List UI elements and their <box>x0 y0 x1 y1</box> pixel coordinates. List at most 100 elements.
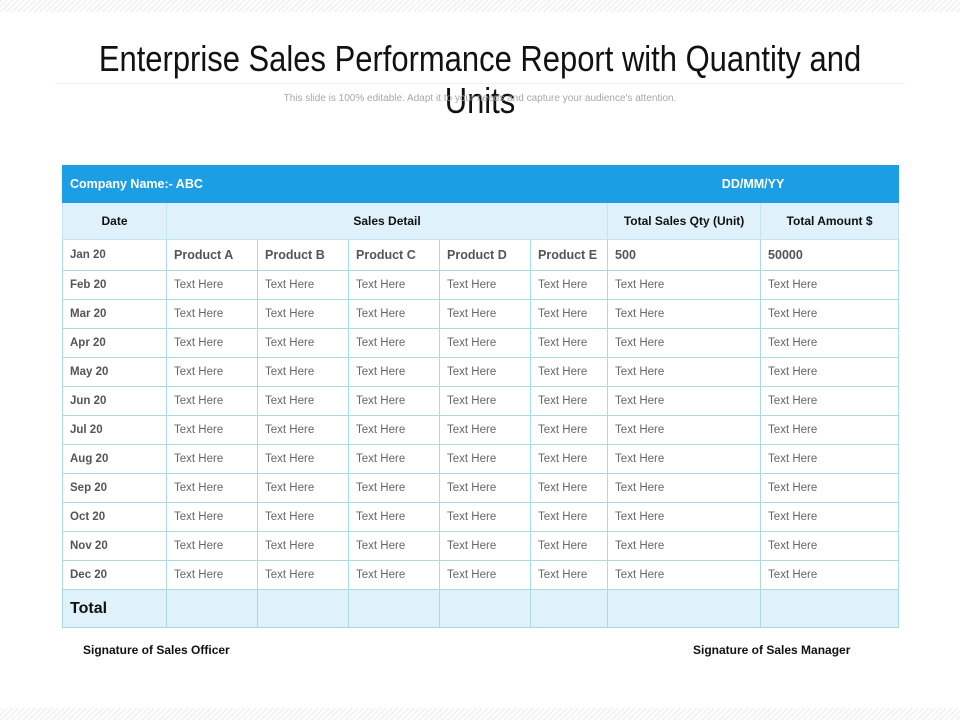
table-cell[interactable]: Text Here <box>166 415 258 445</box>
table-cell[interactable]: Text Here <box>529 560 609 590</box>
table-cell[interactable]: Text Here <box>760 473 900 503</box>
table-cell[interactable]: Text Here <box>348 502 440 532</box>
product-a-label: Product A <box>166 239 258 271</box>
table-cell[interactable]: Text Here <box>166 270 258 300</box>
table-cell[interactable]: Text Here <box>348 270 440 300</box>
table-cell[interactable]: Text Here <box>760 357 900 387</box>
table-cell[interactable]: Text Here <box>257 531 349 561</box>
decorative-stripe-top <box>0 0 960 12</box>
table-cell[interactable]: Text Here <box>760 328 900 358</box>
table-cell[interactable]: Text Here <box>607 299 762 329</box>
table-cell[interactable]: Text Here <box>348 560 440 590</box>
table-cell[interactable]: Text Here <box>607 270 762 300</box>
table-cell[interactable]: Text Here <box>529 415 609 445</box>
table-cell[interactable]: Text Here <box>529 444 609 474</box>
table-cell[interactable]: Text Here <box>529 473 609 503</box>
table-cell[interactable]: Text Here <box>166 299 258 329</box>
table-cell[interactable]: Text Here <box>529 531 609 561</box>
table-cell[interactable]: Text Here <box>439 357 531 387</box>
table-cell[interactable]: Text Here <box>166 328 258 358</box>
table-cell[interactable]: Text Here <box>607 531 762 561</box>
table-row: Jul 20 Text Here Text Here Text Here Text He… <box>62 415 900 445</box>
table-cell[interactable]: Text Here <box>257 328 349 358</box>
table-cell[interactable]: Text Here <box>166 502 258 532</box>
table-cell[interactable]: Text Here <box>760 415 900 445</box>
table-cell[interactable]: Text Here <box>439 415 531 445</box>
table-cell[interactable]: Text Here <box>257 560 349 590</box>
table-cell[interactable]: Text Here <box>348 415 440 445</box>
table-cell[interactable]: Text Here <box>257 502 349 532</box>
table-cell[interactable]: Text Here <box>348 473 440 503</box>
table-cell[interactable]: Text Here <box>257 357 349 387</box>
table-cell[interactable]: Text Here <box>607 328 762 358</box>
total-label: Total <box>62 589 167 628</box>
table-cell[interactable]: Text Here <box>439 560 531 590</box>
table-cell[interactable]: Text Here <box>166 386 258 416</box>
signature-sales-officer: Signature of Sales Officer <box>83 643 230 657</box>
table-cell[interactable]: Text Here <box>529 328 609 358</box>
product-c-label: Product C <box>348 239 440 271</box>
table-cell[interactable]: Text Here <box>348 328 440 358</box>
table-cell[interactable]: Text Here <box>348 357 440 387</box>
table-cell[interactable]: Text Here <box>760 502 900 532</box>
table-cell[interactable]: Text Here <box>607 560 762 590</box>
table-cell[interactable]: Text Here <box>439 386 531 416</box>
signature-sales-manager: Signature of Sales Manager <box>693 643 851 657</box>
table-cell[interactable]: Text Here <box>607 357 762 387</box>
table-cell[interactable]: Text Here <box>257 415 349 445</box>
table-cell[interactable]: Text Here <box>760 299 900 329</box>
total-cell[interactable] <box>439 589 531 628</box>
table-row: Nov 20 Text Here Text Here Text Here Text He… <box>62 531 900 561</box>
table-cell[interactable]: Text Here <box>166 531 258 561</box>
table-cell[interactable]: Text Here <box>439 299 531 329</box>
header-total-qty: Total Sales Qty (Unit) <box>607 202 762 240</box>
total-cell[interactable] <box>166 589 258 628</box>
table-cell[interactable]: Text Here <box>257 473 349 503</box>
page-subtitle: This slide is 100% editable. Adapt it to… <box>283 93 677 104</box>
table-cell[interactable]: Text Here <box>439 502 531 532</box>
table-cell[interactable]: Text Here <box>529 270 609 300</box>
table-cell[interactable]: Text Here <box>760 386 900 416</box>
table-cell[interactable]: Text Here <box>529 502 609 532</box>
product-d-label: Product D <box>439 239 531 271</box>
row-month: Aug 20 <box>62 444 167 474</box>
table-cell[interactable]: Text Here <box>760 531 900 561</box>
table-cell[interactable]: Text Here <box>166 444 258 474</box>
table-cell[interactable]: Text Here <box>257 299 349 329</box>
table-cell[interactable]: Text Here <box>607 444 762 474</box>
total-cell[interactable] <box>257 589 349 628</box>
table-cell[interactable]: Text Here <box>529 386 609 416</box>
table-cell[interactable]: Text Here <box>439 328 531 358</box>
table-cell[interactable]: Text Here <box>439 473 531 503</box>
table-cell[interactable]: Text Here <box>529 299 609 329</box>
table-cell[interactable]: Text Here <box>257 270 349 300</box>
table-cell[interactable]: Text Here <box>348 299 440 329</box>
total-cell[interactable] <box>607 589 762 628</box>
table-cell[interactable]: Text Here <box>607 386 762 416</box>
table-cell[interactable]: Text Here <box>257 444 349 474</box>
table-cell[interactable]: Text Here <box>348 386 440 416</box>
table-cell[interactable]: Text Here <box>439 531 531 561</box>
table-cell[interactable]: Text Here <box>166 357 258 387</box>
table-cell[interactable]: Text Here <box>257 386 349 416</box>
title-divider <box>55 83 905 84</box>
total-cell[interactable] <box>348 589 440 628</box>
table-cell[interactable]: Text Here <box>439 270 531 300</box>
table-cell[interactable]: Text Here <box>348 444 440 474</box>
product-b-label: Product B <box>257 239 349 271</box>
table-cell[interactable]: Text Here <box>439 444 531 474</box>
table-cell[interactable]: Text Here <box>607 502 762 532</box>
total-cell[interactable] <box>760 589 900 628</box>
table-cell[interactable]: Text Here <box>348 531 440 561</box>
table-row: Oct 20 Text Here Text Here Text Here Text He… <box>62 502 900 532</box>
table-cell[interactable]: Text Here <box>166 560 258 590</box>
table-cell[interactable]: Text Here <box>607 415 762 445</box>
total-cell[interactable] <box>529 589 609 628</box>
table-row: Dec 20 Text Here Text Here Text Here Text He… <box>62 560 900 590</box>
table-cell[interactable]: Text Here <box>760 560 900 590</box>
table-cell[interactable]: Text Here <box>760 270 900 300</box>
table-cell[interactable]: Text Here <box>760 444 900 474</box>
table-cell[interactable]: Text Here <box>607 473 762 503</box>
table-cell[interactable]: Text Here <box>166 473 258 503</box>
table-cell[interactable]: Text Here <box>529 357 609 387</box>
